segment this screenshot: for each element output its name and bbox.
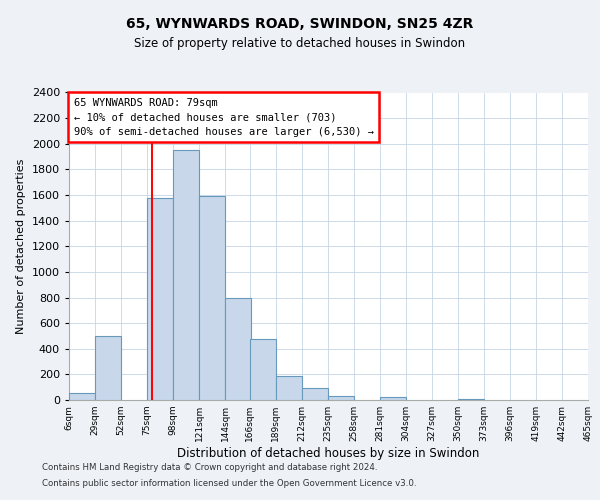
Bar — [458, 398, 484, 400]
Bar — [199, 196, 225, 400]
Text: 65 WYNWARDS ROAD: 79sqm
← 10% of detached houses are smaller (703)
90% of semi-d: 65 WYNWARDS ROAD: 79sqm ← 10% of detache… — [74, 98, 374, 137]
Bar — [328, 396, 354, 400]
Bar — [250, 338, 276, 400]
Text: Contains HM Land Registry data © Crown copyright and database right 2024.: Contains HM Land Registry data © Crown c… — [42, 464, 377, 472]
Text: 65, WYNWARDS ROAD, SWINDON, SN25 4ZR: 65, WYNWARDS ROAD, SWINDON, SN25 4ZR — [127, 18, 473, 32]
X-axis label: Distribution of detached houses by size in Swindon: Distribution of detached houses by size … — [178, 447, 479, 460]
Bar — [173, 150, 199, 400]
Text: Contains public sector information licensed under the Open Government Licence v3: Contains public sector information licen… — [42, 478, 416, 488]
Bar — [225, 298, 251, 400]
Bar — [95, 336, 121, 400]
Bar — [276, 376, 302, 400]
Bar — [147, 198, 173, 400]
Y-axis label: Number of detached properties: Number of detached properties — [16, 158, 26, 334]
Bar — [69, 393, 95, 400]
Bar — [302, 388, 328, 400]
Text: Size of property relative to detached houses in Swindon: Size of property relative to detached ho… — [134, 38, 466, 51]
Bar — [380, 398, 406, 400]
